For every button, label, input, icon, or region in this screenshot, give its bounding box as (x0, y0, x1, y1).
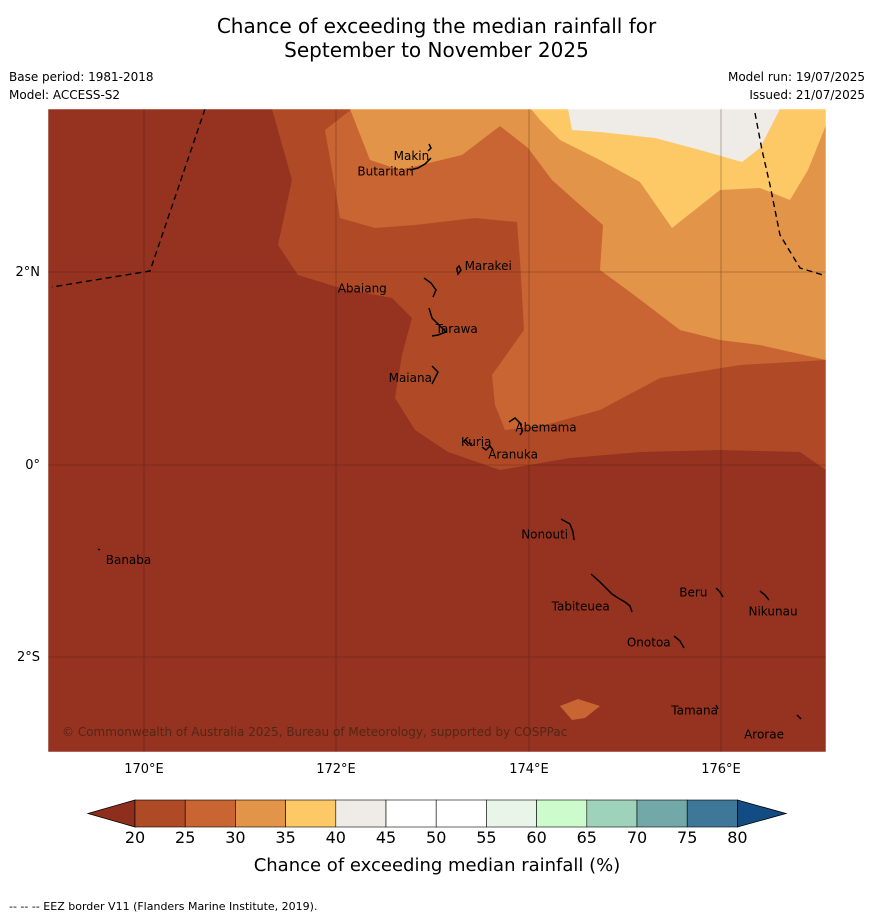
colorbar-cell (134, 799, 186, 828)
colorbar-cell (385, 799, 437, 828)
issued-text: Issued: 21/07/2025 (749, 88, 865, 102)
island-banaba (97, 548, 101, 551)
base-period-text: Base period: 1981-2018 (9, 70, 154, 84)
colorbar-label: Chance of exceeding median rainfall (%) (254, 855, 621, 876)
colorbar-tick-label: 60 (526, 828, 546, 847)
island-maiana (431, 365, 439, 385)
colorbar-tick-label: 70 (627, 828, 647, 847)
island-tabiteuea (590, 573, 633, 613)
colorbar-legend: 20 25 30 35 40 45 50 55 60 65 70 75 80 Chance of exc… (86, 799, 788, 876)
colorbar-cell (184, 799, 236, 828)
place-label-abemama: Abemama (515, 420, 576, 434)
colorbar-cells (86, 799, 788, 828)
eez-border-west (51, 109, 206, 288)
lon-label-170e: 170°E (124, 762, 164, 777)
colorbar-extend-low (86, 799, 136, 828)
colorbar-tick-label: 45 (376, 828, 396, 847)
colorbar-tick-label: 65 (577, 828, 597, 847)
island-nonouti (560, 518, 575, 541)
colorbar-cell (285, 799, 337, 828)
place-label-butaritari: Butaritari (357, 165, 414, 179)
lat-label-2s: 2°S (17, 650, 40, 665)
colorbar-tick-label: 35 (275, 828, 295, 847)
colorbar-extend-high (737, 799, 788, 828)
island-arorae (796, 714, 802, 720)
lon-label-174e: 174°E (509, 762, 549, 777)
island-nikunau (759, 590, 770, 601)
probability-field-patch (560, 699, 600, 720)
map-title-line-2: September to November 2025 (284, 38, 589, 62)
model-run-text: Model run: 19/07/2025 (727, 70, 865, 84)
colorbar-tick-label: 55 (476, 828, 496, 847)
island-outlines (97, 143, 802, 720)
place-label-aranuka: Aranuka (488, 448, 538, 462)
place-label-beru: Beru (679, 585, 707, 599)
model-text: Model: ACCESS-S2 (9, 88, 121, 102)
colorbar-cell (536, 799, 588, 828)
place-label-tabiteuea: Tabiteuea (551, 599, 610, 613)
colorbar-cell (235, 799, 286, 828)
place-label-onotoa: Onotoa (627, 636, 671, 650)
axis-labels: 2°N 0° 2°S 170°E 172°E 174°E 176°E (16, 265, 741, 777)
graticule (48, 109, 826, 752)
lon-label-176e: 176°E (701, 762, 741, 777)
island-kuria (464, 438, 473, 445)
place-label-abaiang: Abaiang (338, 281, 387, 295)
island-tamana (715, 704, 719, 710)
colorbar-tick-labels: 20 25 30 35 40 45 50 55 60 65 70 75 80 (125, 828, 748, 847)
colorbar-tick-label: 20 (125, 828, 145, 847)
colorbar-tick-label: 50 (426, 828, 446, 847)
probability-field-edge-east (822, 470, 826, 500)
place-label-nikunau: Nikunau (748, 604, 797, 618)
island-abemama (508, 417, 523, 436)
place-label-tarawa: Tarawa (435, 322, 478, 336)
lat-label-2n: 2°N (16, 265, 41, 280)
colorbar-tick-label: 80 (727, 828, 747, 847)
island-butaritari (409, 157, 432, 171)
island-marakei (456, 264, 462, 276)
colorbar-cell (335, 799, 387, 828)
colorbar-cell (586, 799, 638, 828)
eez-border-east (754, 112, 824, 276)
place-label-banaba: Banaba (106, 553, 152, 567)
colorbar-cell (636, 799, 688, 828)
place-label-marakei: Marakei (465, 259, 512, 273)
copyright-notice: © Commonwealth of Australia 2025, Bureau… (62, 725, 567, 739)
island-abaiang (423, 277, 437, 298)
colorbar-cell (686, 799, 738, 828)
lon-label-172e: 172°E (316, 762, 356, 777)
lat-label-0: 0° (25, 458, 40, 473)
island-tarawa (428, 307, 448, 337)
colorbar-tick-label: 75 (677, 828, 697, 847)
island-beru (715, 587, 724, 598)
colorbar-tick-label: 40 (326, 828, 346, 847)
colorbar-tick-label: 30 (225, 828, 245, 847)
place-labels: Makin Butaritari Marakei Abaiang Tarawa Maian… (106, 149, 798, 742)
colorbar-cell (435, 799, 487, 828)
place-label-maiana: Maiana (389, 371, 432, 385)
map-area: Makin Butaritari Marakei Abaiang Tarawa Maian… (48, 109, 826, 752)
map-title-line-1: Chance of exceeding the median rainfall … (216, 14, 657, 38)
place-label-makin: Makin (394, 149, 430, 163)
map-frame (47, 108, 827, 753)
island-makin (427, 143, 432, 152)
probability-field-45-55 (568, 109, 780, 162)
place-label-kuria: Kuria (461, 435, 492, 449)
island-onotoa (673, 635, 685, 649)
place-label-tamana: Tamana (670, 703, 718, 717)
place-label-nonouti: Nonouti (521, 528, 568, 542)
island-aranuka (481, 444, 494, 451)
eez-border-note: -- -- -- EEZ border V11 (Flanders Marine… (9, 900, 318, 913)
colorbar-tick-label: 25 (175, 828, 195, 847)
eez-border (51, 109, 824, 288)
colorbar-cell (486, 799, 537, 828)
place-label-arorae: Arorae (744, 728, 784, 742)
